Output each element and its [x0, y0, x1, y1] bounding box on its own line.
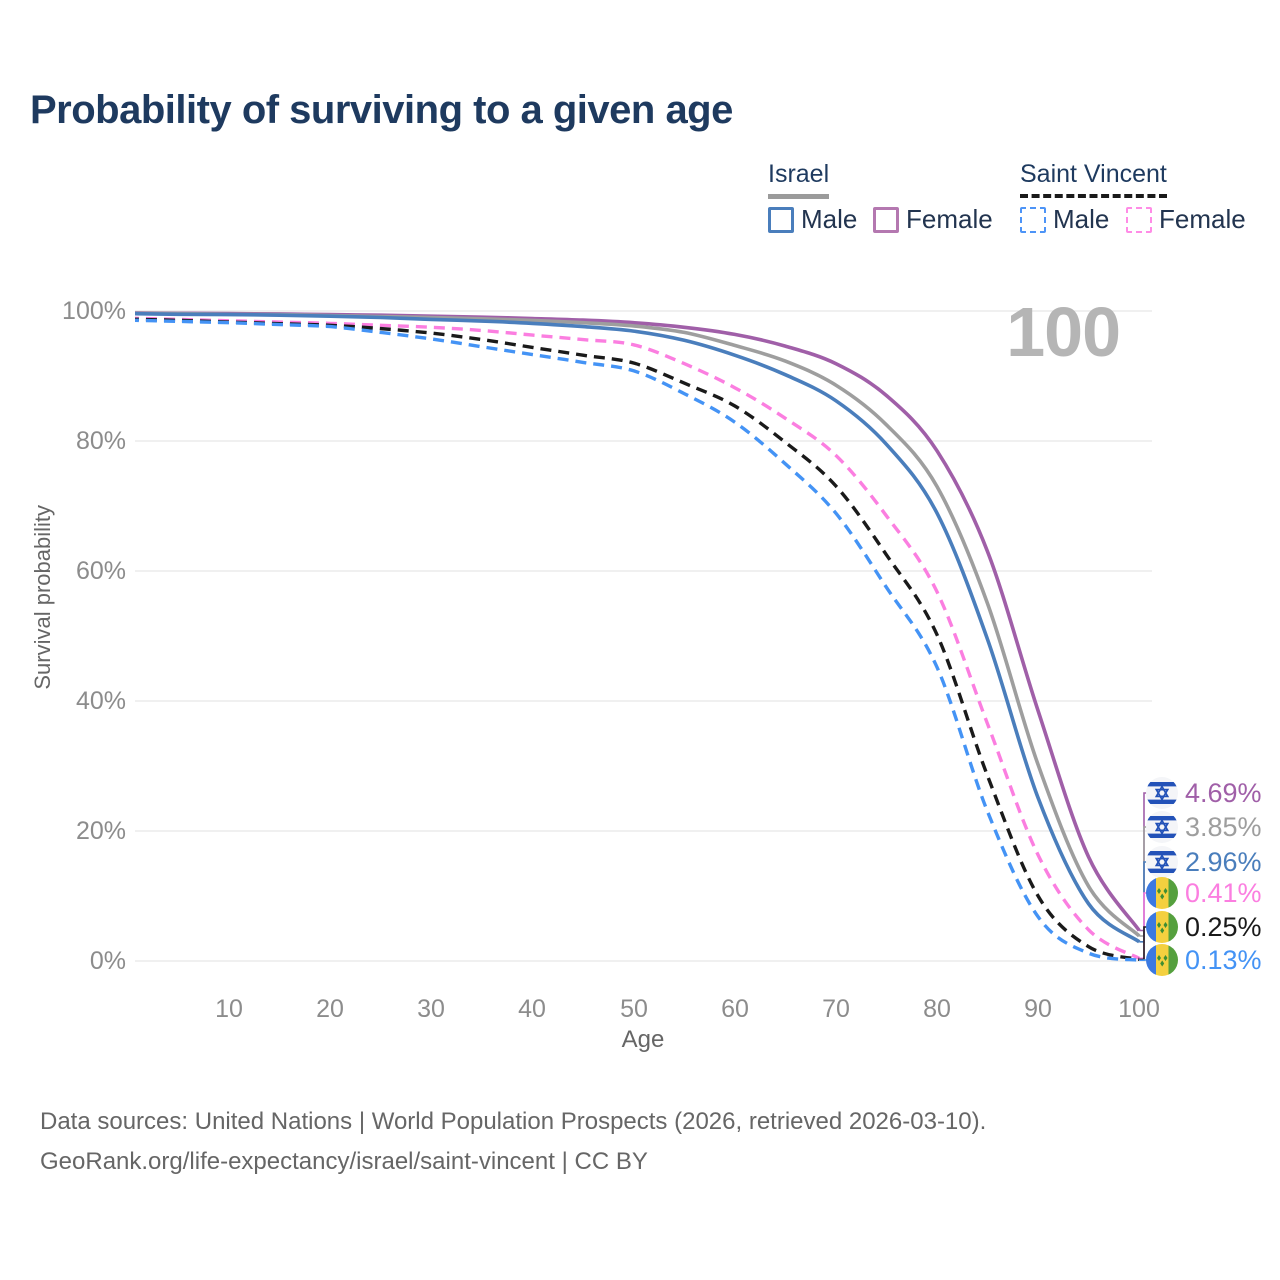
x-tick-20: 20	[316, 995, 344, 1023]
x-tick-50: 50	[620, 995, 648, 1023]
series-line-israel-male[interactable]	[128, 311, 1141, 944]
end-value: 0.13%	[1185, 944, 1262, 975]
israel-flag-icon	[1146, 811, 1178, 843]
israel-flag-icon	[1146, 777, 1178, 809]
end-value: 0.25%	[1185, 911, 1262, 942]
end-label-saint-vincent-male: 0.13%	[1146, 943, 1262, 977]
x-tick-30: 30	[417, 995, 445, 1023]
x-tick-80: 80	[923, 995, 951, 1023]
end-label-israel-female: 4.69%	[1146, 776, 1262, 810]
gridlines	[135, 310, 1152, 962]
end-value: 3.85%	[1185, 811, 1262, 842]
saint-vincent-flag-icon	[1146, 877, 1178, 909]
legend-item-label: Female	[1159, 204, 1246, 234]
legend-group-saint-vincent[interactable]: Saint Vincent	[1020, 160, 1167, 198]
legend-item-israel-male[interactable]: Male	[768, 204, 857, 235]
end-label-israel-male: 2.96%	[1146, 845, 1262, 879]
y-tick-60: 60%	[75, 557, 126, 585]
legend-group-israel[interactable]: Israel	[768, 160, 830, 199]
legend-item-saint-vincent-male[interactable]: Male	[1020, 204, 1109, 235]
legend-item-label: Male	[1053, 204, 1110, 234]
saint-vincent-male-swatch-icon	[1020, 206, 1046, 233]
israel-male-swatch-icon	[768, 206, 794, 233]
y-tick-40: 40%	[75, 687, 126, 715]
legend-item-saint-vincent-female[interactable]: Female	[1126, 204, 1246, 235]
x-tick-40: 40	[518, 995, 546, 1023]
legend-item-label: Female	[906, 204, 993, 234]
x-axis-title: Age	[621, 1026, 665, 1053]
end-value: 2.96%	[1185, 846, 1262, 877]
data-sources-note: Data sources: United Nations | World Pop…	[40, 1108, 987, 1135]
y-tick-80: 80%	[75, 427, 126, 455]
end-label-israel-both: 3.85%	[1146, 810, 1262, 844]
saint-vincent-flag-icon	[1146, 911, 1178, 943]
legend-item-israel-female[interactable]: Female	[873, 204, 993, 235]
page-title: Probability of surviving to a given age	[30, 88, 733, 132]
x-tick-60: 60	[721, 995, 749, 1023]
series-line-israel-both-sexes[interactable]	[128, 311, 1141, 938]
y-axis-title: Survival probability	[30, 505, 55, 690]
saint-vincent-female-swatch-icon	[1126, 206, 1152, 233]
x-tick-100: 100	[1118, 995, 1160, 1023]
end-label-saint-vincent-female: 0.41%	[1146, 876, 1262, 910]
israel-female-swatch-icon	[873, 206, 899, 233]
series-line-israel-female[interactable]	[128, 311, 1141, 932]
x-tick-90: 90	[1024, 995, 1052, 1023]
x-tick-10: 10	[215, 995, 243, 1023]
attribution-note: GeoRank.org/life-expectancy/israel/saint…	[40, 1148, 648, 1175]
hover-age-indicator: 100	[1006, 293, 1121, 371]
series-line-saint-vincent-female[interactable]	[128, 316, 1141, 960]
legend-item-label: Male	[801, 204, 858, 234]
saint-vincent-flag-icon	[1146, 944, 1178, 976]
end-label-saint-vincent-both: 0.25%	[1146, 910, 1262, 944]
y-tick-20: 20%	[75, 817, 126, 845]
end-value: 4.69%	[1185, 777, 1262, 808]
series-line-saint-vincent-male[interactable]	[128, 318, 1140, 962]
y-tick-100: 100%	[62, 297, 126, 325]
end-value: 0.41%	[1185, 877, 1262, 908]
x-tick-70: 70	[822, 995, 850, 1023]
y-tick-0: 0%	[89, 947, 126, 975]
israel-flag-icon	[1146, 846, 1178, 878]
